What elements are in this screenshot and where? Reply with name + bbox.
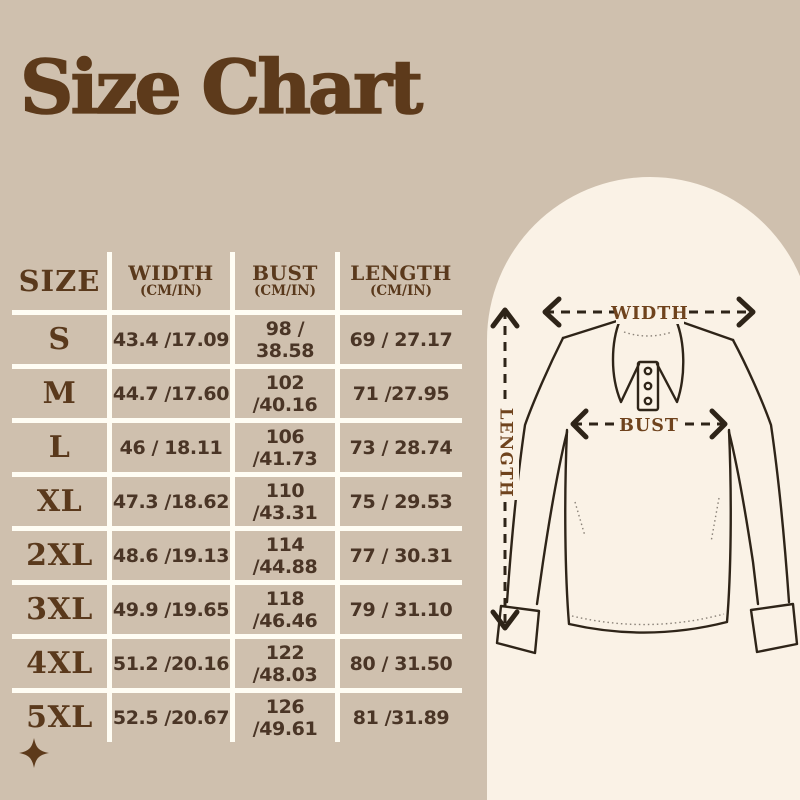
length-cell: 73 / 28.74	[340, 423, 462, 472]
width-cell: 52.5 /20.67	[112, 693, 230, 742]
bust-cell: 118 /46.46	[235, 585, 335, 634]
polo-shirt-illustration: WIDTH BUST LENGTH	[490, 296, 799, 655]
column-header-length: LENGTH (CM/IN)	[340, 252, 462, 310]
column-header-size: SIZE	[12, 252, 107, 310]
size-chart-table: SIZE WIDTH (CM/IN) BUST (CM/IN) LENGTH (CM/…	[12, 252, 462, 742]
width-cell: 47.3 /18.62	[112, 477, 230, 526]
bust-measure-label: BUST	[619, 416, 679, 436]
bust-cell: 114 /44.88	[235, 531, 335, 580]
length-cell: 80 / 31.50	[340, 639, 462, 688]
length-cell: 81 /31.89	[340, 693, 462, 742]
bust-cell: 106 /41.73	[235, 423, 335, 472]
size-cell: 2XL	[12, 531, 107, 580]
size-cell: L	[12, 423, 107, 472]
bust-cell: 110 /43.31	[235, 477, 335, 526]
bust-cell: 126 /49.61	[235, 693, 335, 742]
width-cell: 48.6 /19.13	[112, 531, 230, 580]
page-title: Size Chart	[19, 45, 424, 131]
measure-arrows: WIDTH BUST LENGTH	[490, 296, 756, 631]
bust-cell: 122 /48.03	[235, 639, 335, 688]
length-cell: 75 / 29.53	[340, 477, 462, 526]
width-cell: 51.2 /20.16	[112, 639, 230, 688]
length-cell: 77 / 30.31	[340, 531, 462, 580]
column-header-bust: BUST (CM/IN)	[235, 252, 335, 310]
length-cell: 69 / 27.17	[340, 315, 462, 364]
width-cell: 44.7 /17.60	[112, 369, 230, 418]
size-cell: XL	[12, 477, 107, 526]
size-cell: S	[12, 315, 107, 364]
length-measure-label: LENGTH	[497, 408, 516, 498]
column-header-width: WIDTH (CM/IN)	[112, 252, 230, 310]
sparkle-icon	[19, 738, 49, 768]
size-cell: 4XL	[12, 639, 107, 688]
width-cell: 46 / 18.11	[112, 423, 230, 472]
width-cell: 43.4 /17.09	[112, 315, 230, 364]
bust-cell: 98 / 38.58	[235, 315, 335, 364]
length-cell: 71 /27.95	[340, 369, 462, 418]
length-cell: 79 / 31.10	[340, 585, 462, 634]
shirt-diagram-panel	[487, 177, 800, 800]
size-cell: M	[12, 369, 107, 418]
width-measure-label: WIDTH	[610, 304, 689, 324]
bust-cell: 102 /40.16	[235, 369, 335, 418]
size-cell: 5XL	[12, 693, 107, 742]
size-cell: 3XL	[12, 585, 107, 634]
width-cell: 49.9 /19.65	[112, 585, 230, 634]
